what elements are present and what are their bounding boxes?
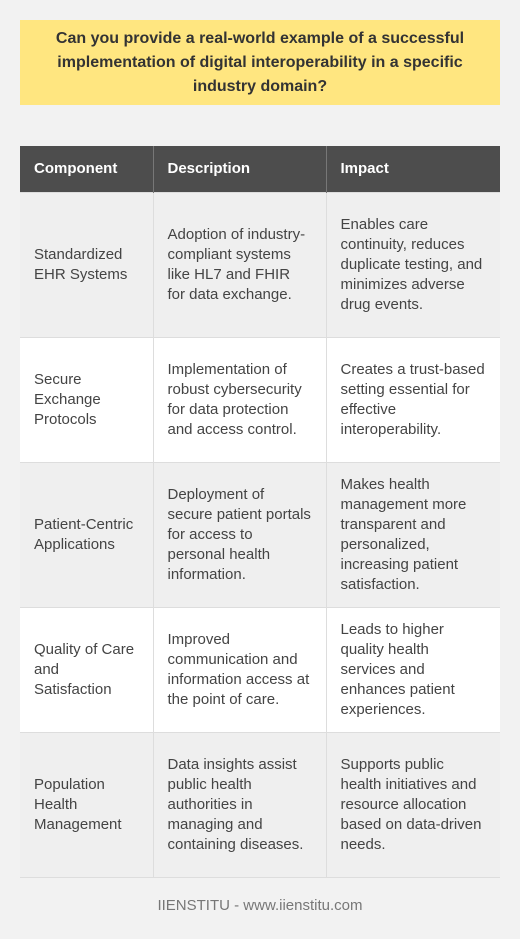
cell-description: Adoption of industry-compliant systems l… <box>152 192 326 337</box>
header-description: Description <box>152 146 326 192</box>
cell-impact: Creates a trust-based setting essential … <box>325 337 500 462</box>
cell-component: Quality of Care and Satisfaction <box>34 640 135 698</box>
question-box: Can you provide a real-world example of … <box>20 20 500 105</box>
header-impact: Impact <box>325 146 500 192</box>
cell-description: Deployment of secure patient portals for… <box>152 462 326 607</box>
cell-description: Improved communication and information a… <box>152 607 326 732</box>
table-row: Secure Exchange Protocols Implementation… <box>20 337 500 462</box>
components-table: Component Description Impact Standardize… <box>20 146 500 878</box>
cell-description: Implementation of robust cybersecurity f… <box>152 337 326 462</box>
table-row: Quality of Care and Satisfaction Improve… <box>20 607 500 732</box>
header-component: Component <box>34 160 118 178</box>
cell-impact: Makes health management more transparent… <box>325 462 500 607</box>
table-row: Standardized EHR Systems Adoption of ind… <box>20 192 500 337</box>
cell-impact: Leads to higher quality health services … <box>325 607 500 732</box>
question-text: Can you provide a real-world example of … <box>55 29 465 95</box>
cell-impact: Enables care continuity, reduces duplica… <box>325 192 500 337</box>
table-row: Population Health Management Data insigh… <box>20 732 500 877</box>
cell-component: Standardized EHR Systems <box>34 245 128 283</box>
cell-component: Population Health Management <box>34 775 122 833</box>
table-header-row: Component Description Impact <box>20 146 500 192</box>
cell-component: Secure Exchange Protocols <box>34 370 101 428</box>
cell-component: Patient-Centric Applications <box>34 515 134 553</box>
cell-description: Data insights assist public health autho… <box>152 732 326 877</box>
cell-impact: Supports public health initiatives and r… <box>325 732 500 877</box>
table-row: Patient-Centric Applications Deployment … <box>20 462 500 607</box>
footer-credit: IIENSTITU - www.iienstitu.com <box>157 897 363 914</box>
